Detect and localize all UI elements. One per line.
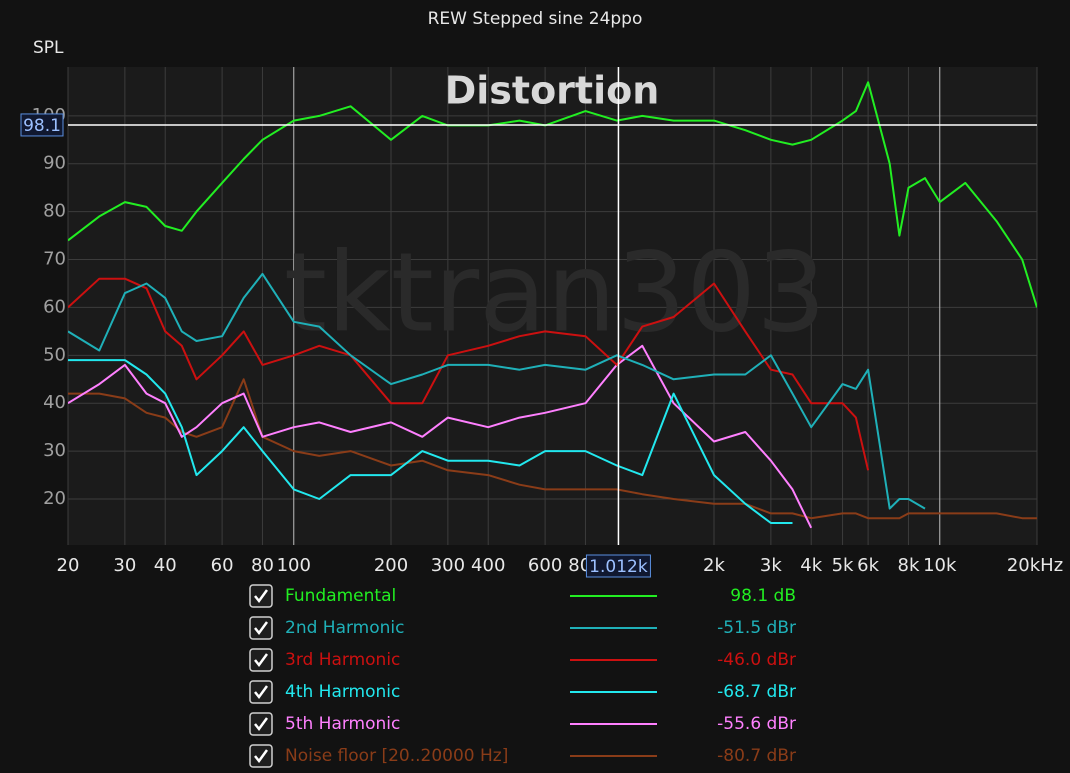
legend-reading: -68.7 dBr: [717, 682, 796, 702]
series-line: [68, 359, 793, 524]
series-line: [68, 344, 813, 529]
x-tick-label: 80: [251, 555, 274, 576]
x-tick-label: 20kHz: [1007, 555, 1063, 576]
x-tick-label: 20: [57, 555, 80, 576]
legend-check: [254, 717, 269, 732]
series-line: [68, 378, 1037, 520]
x-tick-label: 4k: [800, 555, 822, 576]
legend-checkbox: [249, 744, 273, 768]
x-tick-label: 60: [211, 555, 234, 576]
legend-checkbox: [249, 712, 273, 736]
x-tick-label: 10k: [923, 555, 957, 576]
y-tick-label: 50: [43, 344, 66, 365]
overlay-title: Distortion: [445, 69, 660, 113]
x-tick-label: 30: [113, 555, 136, 576]
legend-check: [254, 589, 269, 604]
legend-name: 5th Harmonic: [285, 714, 400, 734]
legend-checkbox: [249, 680, 273, 704]
legend-check: [254, 653, 269, 668]
y-tick-label: 80: [43, 201, 66, 222]
legend-reading: -51.5 dBr: [717, 618, 796, 638]
legend-name: 2nd Harmonic: [285, 618, 404, 638]
x-tick-label: 40: [154, 555, 177, 576]
cursor-y-label: 98.1: [23, 116, 61, 136]
cursor-y-box: [20, 113, 64, 137]
x-tick-label: 300: [431, 555, 465, 576]
plot-area: [68, 67, 1037, 545]
y-tick-label: 90: [43, 153, 66, 174]
x-tick-label: 6k: [857, 555, 879, 576]
series-line: [68, 81, 1037, 308]
legend-check: [254, 685, 269, 700]
series-line: [68, 272, 926, 510]
x-tick-label: 2k: [703, 555, 725, 576]
y-axis-label: SPL: [33, 38, 64, 58]
legend-checkbox: [249, 584, 273, 608]
legend-name: 3rd Harmonic: [285, 650, 400, 670]
legend-checkbox: [249, 648, 273, 672]
y-tick-label: 30: [43, 440, 66, 461]
legend-name: 4th Harmonic: [285, 682, 400, 702]
cursor-x-label: 1.012k: [589, 557, 648, 577]
lines: [68, 81, 1037, 529]
cursor: 98.1 1.012k: [20, 67, 1037, 578]
legend-name: Noise floor [20..20000 Hz]: [285, 746, 508, 766]
y-tick-label: 20: [43, 488, 66, 509]
y-tick-label: 40: [43, 392, 66, 413]
legend-reading: -80.7 dBr: [717, 746, 796, 766]
y-tick-label: 70: [43, 249, 66, 270]
y-tick-label: 60: [43, 296, 66, 317]
legend-check: [254, 749, 269, 764]
legend-reading: 98.1 dB: [730, 586, 796, 606]
x-tick-label: 100: [277, 555, 311, 576]
series-line: [68, 277, 870, 471]
legend-checkbox: [249, 616, 273, 640]
x-tick-label: 8k: [898, 555, 920, 576]
legend-reading: -46.0 dBr: [717, 650, 796, 670]
legend-name: Fundamental: [285, 586, 396, 606]
legend-check: [254, 621, 269, 636]
cursor-x-box: [585, 554, 651, 578]
legend-reading: -55.6 dBr: [717, 714, 796, 734]
legend: Fundamental 98.1 dB 2nd Harmonic -51.5 dBr 3…: [249, 584, 796, 768]
watermark: tktran303: [284, 228, 826, 356]
chart-title: REW Stepped sine 24ppo: [428, 9, 643, 29]
x-tick-label: 200: [374, 555, 408, 576]
x-tick-label: 5k: [832, 555, 854, 576]
x-tick-label: 600: [528, 555, 562, 576]
x-tick-label: 3k: [760, 555, 782, 576]
x-tick-label: 400: [471, 555, 505, 576]
